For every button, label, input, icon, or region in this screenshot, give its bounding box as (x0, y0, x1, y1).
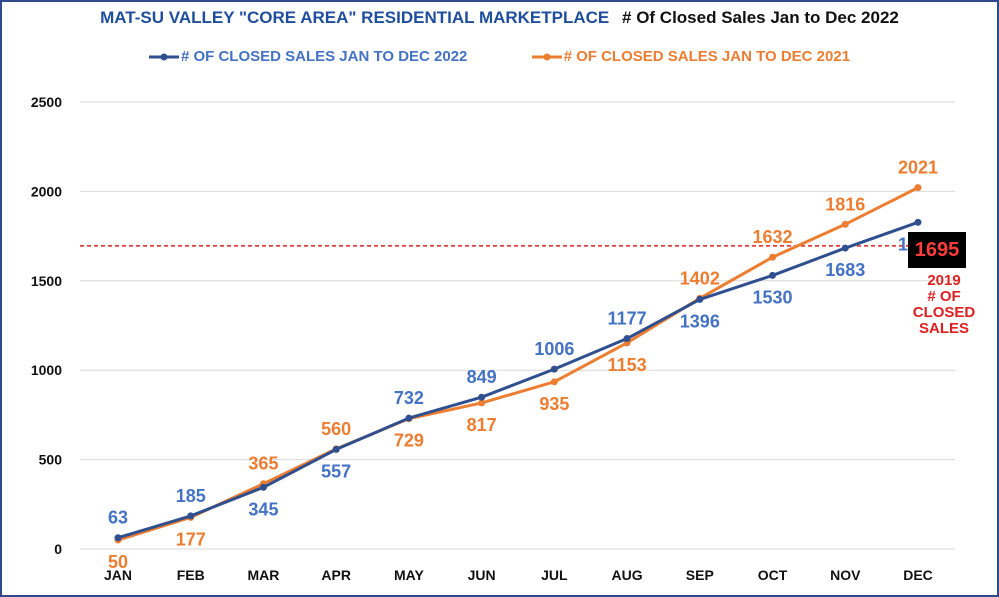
y-tick-label: 2500 (31, 94, 62, 110)
data-point (841, 244, 849, 252)
data-label: 1006 (534, 339, 574, 359)
chart-subtitle: # Of Closed Sales Jan to Dec 2022 (622, 8, 899, 27)
reference-caption-line: CLOSED (912, 304, 976, 321)
data-label: 1683 (825, 260, 865, 280)
data-point (332, 445, 340, 453)
y-tick-label: 1000 (31, 362, 62, 378)
x-tick-label: NOV (830, 567, 861, 583)
legend-marker-2022-icon (148, 53, 179, 60)
data-label: 729 (394, 431, 424, 451)
data-point (405, 414, 413, 422)
reference-value-box: 1695 (908, 232, 966, 268)
data-label: 63 (108, 508, 128, 528)
data-label: 177 (176, 529, 206, 549)
reference-caption-line: SALES (918, 320, 969, 337)
data-label: 365 (248, 454, 278, 474)
x-tick-label: MAY (394, 567, 424, 583)
reference-caption-line: 2019 (927, 272, 961, 289)
data-label: 185 (176, 486, 206, 506)
series-line (117, 186, 919, 542)
data-point (914, 184, 922, 192)
data-label: 1396 (680, 311, 720, 331)
data-point (914, 218, 922, 226)
series-line (117, 220, 919, 540)
data-label: 557 (321, 461, 351, 481)
data-label: 345 (248, 499, 278, 519)
data-label: 2021 (898, 158, 938, 178)
data-label: 560 (321, 419, 351, 439)
data-point (478, 399, 486, 407)
x-tick-label: OCT (758, 567, 788, 583)
x-tick-label: JUL (541, 567, 568, 583)
data-point (550, 378, 558, 386)
y-tick-label: 500 (39, 452, 63, 468)
data-point (114, 534, 122, 542)
y-tick-label: 1500 (31, 273, 62, 289)
legend-marker-2021-icon (531, 53, 562, 60)
legend: # OF CLOSED SALES JAN TO DEC 2022 # OF C… (0, 48, 999, 67)
data-point (478, 393, 486, 401)
data-point (769, 253, 777, 261)
legend-item-2022: # OF CLOSED SALES JAN TO DEC 2022 (148, 48, 468, 65)
x-tick-label: FEB (177, 567, 205, 583)
legend-item-2021: # OF CLOSED SALES JAN TO DEC 2021 (531, 48, 851, 65)
data-label: 1402 (680, 268, 720, 288)
data-point (259, 483, 267, 491)
reference-caption-line: # OF (927, 288, 961, 305)
y-tick-label: 0 (54, 541, 62, 557)
x-tick-label: AUG (612, 567, 643, 583)
y-tick-label: 2000 (31, 183, 62, 199)
x-tick-label: MAR (248, 567, 280, 583)
data-point (623, 335, 631, 343)
x-tick-label: JAN (104, 567, 132, 583)
data-label: 935 (539, 394, 569, 414)
chart-title-bar: MAT-SU VALLEY "CORE AREA" RESIDENTIAL MA… (0, 8, 999, 28)
legend-label-2022: # OF CLOSED SALES JAN TO DEC 2022 (180, 48, 468, 65)
data-label: 50 (108, 552, 128, 572)
x-tick-label: DEC (903, 567, 933, 583)
data-label: 1177 (608, 309, 647, 329)
data-label: 1153 (608, 355, 647, 375)
data-label: 732 (394, 388, 424, 408)
legend-label-2021: # OF CLOSED SALES JAN TO DEC 2021 (563, 48, 851, 65)
data-point (769, 271, 777, 279)
reference-caption: 2019 # OF CLOSED SALES (900, 273, 988, 337)
x-tick-label: SEP (686, 567, 714, 583)
data-point (550, 365, 558, 373)
x-tick-label: APR (321, 567, 351, 583)
x-tick-label: JUN (468, 567, 496, 583)
chart-title: MAT-SU VALLEY "CORE AREA" RESIDENTIAL MA… (100, 8, 610, 27)
data-point (841, 220, 849, 228)
data-label: 1816 (825, 194, 865, 214)
data-label: 849 (467, 367, 497, 387)
data-label: 1530 (753, 287, 793, 307)
data-label: 1632 (753, 227, 793, 247)
data-label: 817 (467, 415, 497, 435)
data-point (696, 295, 704, 303)
data-point (187, 512, 195, 520)
